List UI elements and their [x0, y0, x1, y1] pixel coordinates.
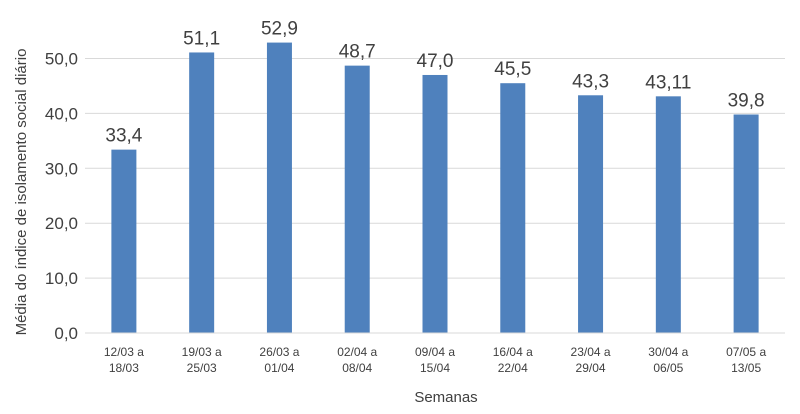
x-tick-label: 06/05 [653, 361, 683, 375]
x-tick-label: 15/04 [420, 361, 450, 375]
x-tick-label: 25/03 [187, 361, 217, 375]
x-tick-label: 23/04 a [571, 345, 611, 359]
data-label: 45,5 [494, 59, 531, 80]
bar [189, 52, 215, 333]
data-label: 43,11 [645, 72, 691, 93]
data-label: 47,0 [417, 51, 454, 72]
y-tick-label: 10,0 [45, 269, 78, 288]
x-tick-label: 29/04 [576, 361, 606, 375]
y-axis-title: Média do índice de isolamento social diá… [13, 49, 30, 336]
y-tick-labels: 0,0 10,0 20,0 30,0 40,0 50,0 [45, 50, 78, 344]
x-tick-label: 09/04 a [415, 345, 455, 359]
x-tick-label: 22/04 [498, 361, 528, 375]
x-tick-label: 26/03 a [259, 345, 299, 359]
x-tick-label: 30/04 a [648, 345, 688, 359]
data-label: 39,8 [728, 90, 765, 111]
x-tick-label: 01/04 [264, 361, 294, 375]
x-tick-label: 12/03 a [104, 345, 144, 359]
x-tick-label: 18/03 [109, 361, 139, 375]
data-label: 43,3 [572, 71, 609, 92]
x-tick-label: 08/04 [342, 361, 372, 375]
data-labels: 33,4 51,1 52,9 48,7 47,0 45,5 43,3 43,11 39,8 [105, 19, 764, 147]
y-tick-label: 40,0 [45, 104, 78, 123]
x-axis-title: Semanas [414, 389, 477, 406]
y-tick-label: 20,0 [45, 214, 78, 233]
y-tick-label: 50,0 [45, 50, 78, 69]
x-tick-label: 07/05 a [726, 345, 766, 359]
x-tick-labels: 12/03 a 18/03 19/03 a 25/03 26/03 a 01/04 02/0… [104, 345, 767, 375]
bar [655, 96, 681, 333]
bar [111, 149, 137, 333]
y-tick-label: 0,0 [54, 324, 78, 343]
bar [344, 65, 370, 334]
data-label: 52,9 [261, 19, 298, 40]
y-tick-label: 30,0 [45, 159, 78, 178]
bar [422, 74, 448, 333]
bar [578, 95, 604, 334]
bar [733, 114, 759, 333]
data-label: 51,1 [183, 28, 220, 49]
bars [111, 42, 759, 334]
x-tick-label: 19/03 a [182, 345, 222, 359]
bar [500, 83, 526, 333]
data-label: 48,7 [339, 42, 376, 63]
bar [266, 42, 292, 333]
x-tick-label: 02/04 a [337, 345, 377, 359]
x-tick-label: 16/04 a [493, 345, 533, 359]
x-tick-label: 13/05 [731, 361, 761, 375]
data-label: 33,4 [105, 126, 142, 147]
